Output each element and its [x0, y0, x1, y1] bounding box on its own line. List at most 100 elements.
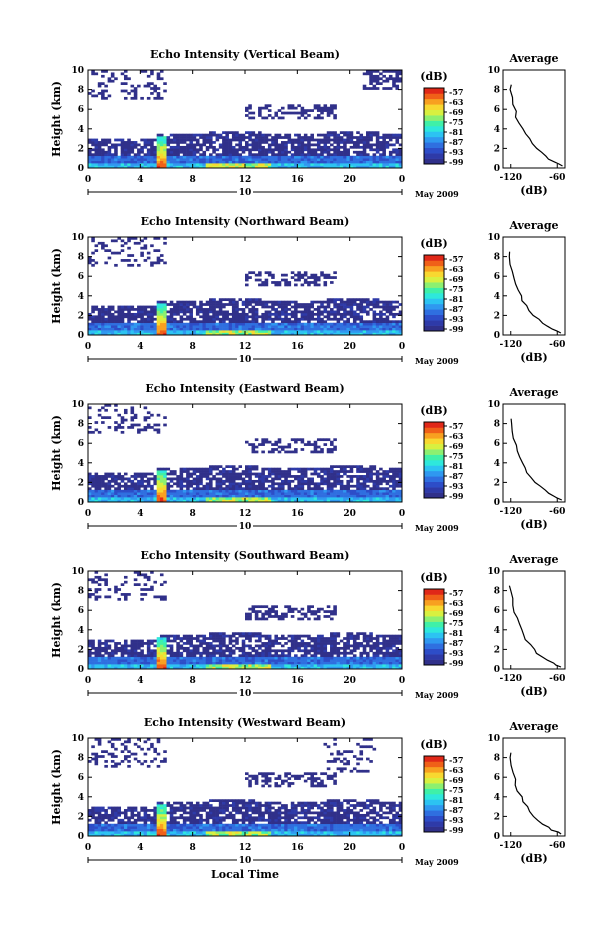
heatmap-cell	[117, 155, 122, 159]
heatmap-cell	[382, 477, 386, 481]
heatmap-cell	[316, 322, 321, 326]
heatmap-cell	[303, 472, 308, 476]
heatmap-cell	[395, 475, 400, 478]
heatmap-cell	[251, 138, 256, 142]
heatmap-cell	[156, 96, 161, 100]
heatmap-cell	[248, 487, 252, 491]
heatmap-cell	[343, 492, 347, 495]
heatmap-cell	[362, 145, 367, 149]
heatmap-cell	[372, 492, 377, 495]
heatmap-cell	[218, 642, 223, 645]
heatmap-cell	[303, 443, 308, 446]
heatmap-cell	[202, 634, 207, 638]
heatmap-cell	[153, 651, 157, 655]
heatmap-cell	[153, 644, 157, 648]
heatmap-cell	[264, 494, 269, 498]
heatmap-cell	[372, 165, 377, 169]
heatmap-cell	[245, 141, 249, 144]
heatmap-cell	[222, 651, 226, 655]
heatmap-cell	[323, 141, 328, 144]
heatmap-cell	[267, 664, 272, 667]
heatmap-cell	[251, 487, 256, 491]
heatmap-cell	[153, 664, 157, 667]
heatmap-cell	[254, 143, 259, 147]
heatmap-cell	[248, 661, 252, 665]
heatmap-cell	[195, 160, 200, 164]
heatmap-cell	[284, 303, 288, 306]
heatmap-cell	[179, 163, 184, 166]
heatmap-cell	[238, 325, 243, 328]
heatmap-cell	[159, 494, 164, 498]
heatmap-cell	[153, 489, 157, 493]
heatmap-cell	[163, 580, 167, 584]
heatmap-cell	[189, 467, 193, 471]
heatmap-cell	[202, 325, 207, 328]
heatmap-cell	[333, 479, 337, 483]
heatmap-cell	[127, 649, 131, 653]
heatmap-cell	[176, 644, 180, 648]
heatmap-cell	[182, 497, 187, 500]
heatmap-cell	[228, 330, 233, 333]
heatmap-cell	[130, 155, 135, 159]
heatmap-cell	[104, 84, 108, 88]
heatmap-cell	[271, 116, 275, 120]
heatmap-cell	[123, 153, 128, 157]
heatmap-cell	[225, 310, 229, 314]
heatmap-cell	[186, 165, 190, 169]
heatmap-cell	[359, 305, 364, 309]
heatmap-cell	[215, 656, 220, 660]
heatmap-cell	[274, 281, 279, 284]
heatmap-cell	[388, 489, 393, 493]
heatmap-cell	[274, 283, 279, 287]
heatmap-cell	[107, 472, 112, 476]
heatmap-cell	[117, 423, 122, 427]
average-y-tick-label: 0	[494, 498, 500, 508]
heatmap-cell	[123, 411, 128, 415]
heatmap-cell	[307, 327, 311, 331]
heatmap-cell	[277, 315, 282, 319]
heatmap-cell	[104, 153, 108, 157]
heatmap-cell	[294, 489, 298, 493]
heatmap-cell	[287, 163, 292, 166]
heatmap-cell	[94, 145, 99, 149]
heatmap-cell	[245, 634, 249, 638]
heatmap-cell	[127, 308, 131, 311]
heatmap-cell	[123, 82, 128, 85]
heatmap-cell	[199, 472, 203, 476]
heatmap-cell	[267, 305, 272, 309]
heatmap-cell	[388, 479, 393, 483]
heatmap-cell	[205, 494, 210, 498]
heatmap-cell	[254, 141, 259, 144]
heatmap-cell	[189, 312, 193, 316]
heatmap-cell	[169, 654, 174, 658]
heatmap-cell	[303, 281, 308, 284]
heatmap-cell	[228, 651, 233, 655]
heatmap-cell	[218, 494, 223, 498]
heatmap-cell	[120, 305, 125, 309]
heatmap-cell	[205, 303, 210, 306]
heatmap-cell	[163, 145, 167, 149]
heatmap-cell	[130, 163, 135, 166]
heatmap-cell	[359, 160, 364, 164]
heatmap-cell	[316, 497, 321, 500]
heatmap-cell	[241, 656, 246, 660]
heatmap-cell	[277, 484, 282, 488]
heatmap-cell	[192, 470, 197, 473]
heatmap-cell	[222, 136, 226, 139]
heatmap-cell	[107, 654, 112, 658]
heatmap-cell	[251, 610, 256, 613]
heatmap-cell	[352, 327, 357, 331]
heatmap-cell	[133, 571, 138, 574]
heatmap-cell	[146, 426, 151, 429]
heatmap-cell	[97, 588, 102, 591]
heatmap-cell	[310, 330, 314, 333]
heatmap-cell	[352, 163, 357, 166]
heatmap-cell	[369, 77, 373, 81]
heatmap-cell	[231, 310, 236, 314]
heatmap-cell	[254, 325, 259, 328]
heatmap-cell	[127, 489, 131, 493]
heatmap-cell	[110, 160, 115, 164]
heatmap-cell	[117, 163, 122, 166]
heatmap-cell	[300, 315, 305, 319]
heatmap-cell	[248, 298, 252, 301]
